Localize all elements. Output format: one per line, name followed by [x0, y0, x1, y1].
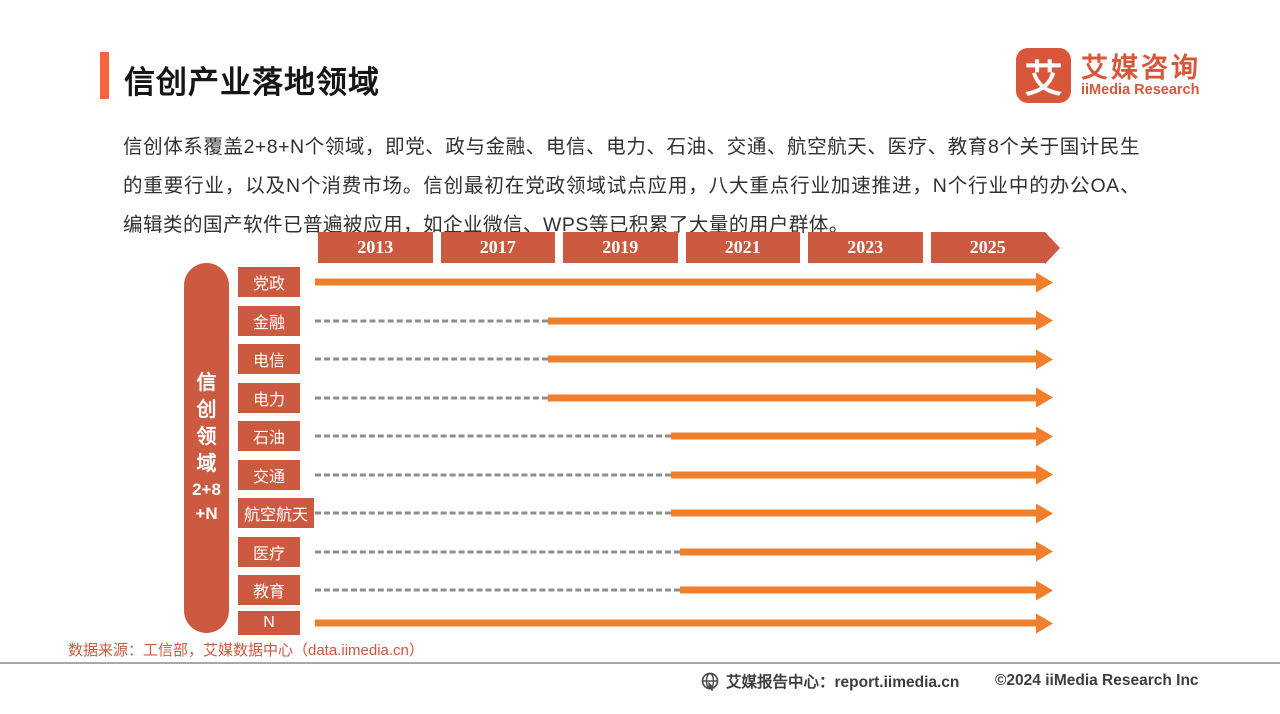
industry-label: 金融 — [238, 305, 300, 336]
y-axis-label-line: 域 — [196, 453, 217, 475]
y-axis-label-line: 领 — [196, 426, 217, 448]
footer-report-center: 艾媒报告中心：report.iimedia.cn — [700, 670, 1220, 692]
footer-copyright: ©2024 iiMedia Research Inc — [995, 672, 1199, 689]
page-title: 信创产业落地领域 — [124, 65, 380, 100]
year-marker: 2019 — [563, 232, 678, 263]
timeline-track — [315, 383, 1053, 413]
year-marker: 2023 — [808, 232, 923, 263]
globe-icon — [701, 672, 719, 691]
timeline-dashed-segment — [315, 434, 671, 438]
y-axis-label-line: +N — [195, 504, 218, 523]
timeline-arrow — [548, 355, 1036, 363]
y-axis-label-capsule: 信创领域 2+8 +N — [184, 263, 229, 633]
timeline-arrow — [315, 619, 1036, 627]
industry-label: 电信 — [238, 344, 300, 374]
footer-divider — [0, 662, 1280, 664]
timeline-arrow — [670, 509, 1036, 517]
year-marker: 2021 — [685, 232, 800, 263]
y-axis-label-line: 创 — [196, 399, 217, 421]
timeline-dashed-segment — [315, 319, 549, 322]
industry-label: 交通 — [238, 459, 300, 490]
y-axis-label-line: 2+8 — [192, 480, 221, 499]
y-axis-label-line: 信 — [196, 372, 217, 394]
timeline-arrow — [670, 432, 1036, 440]
industry-label: 教育 — [238, 575, 300, 605]
timeline-arrow — [315, 278, 1036, 286]
timeline-dashed-segment — [315, 511, 671, 515]
timeline-track — [315, 575, 1053, 605]
footer-report-text: 艾媒报告中心：report.iimedia.cn — [726, 674, 960, 691]
year-axis: 2013 2017 2019 2021 2023 2025 — [318, 232, 1045, 263]
timeline-dashed-segment — [315, 396, 549, 399]
title-accent-bar — [100, 52, 109, 99]
timeline-track — [315, 498, 1053, 528]
logo-name-en: iiMedia Research — [1081, 82, 1200, 98]
timeline-arrow — [548, 394, 1036, 401]
timeline-dashed-segment — [315, 473, 671, 476]
industry-label: 航空航天 — [238, 498, 315, 528]
timeline-track — [315, 306, 1053, 336]
timeline-arrow — [679, 548, 1036, 555]
timeline-track — [315, 537, 1053, 567]
iimedia-logo-icon: 艾 — [1016, 48, 1071, 103]
logo-name-cn: 艾媒咨询 — [1081, 53, 1201, 83]
iimedia-logo: 艾 艾媒咨询 iiMedia Research — [1016, 48, 1201, 103]
timeline-dashed-segment — [315, 550, 680, 553]
industry-label: 医疗 — [238, 536, 300, 567]
timeline-dashed-segment — [315, 357, 549, 361]
intro-paragraph: 信创体系覆盖2+8+N个领域，即党、政与金融、电信、电力、石油、交通、航空航天、… — [123, 136, 1140, 236]
timeline-arrow — [548, 317, 1036, 324]
timeline-arrow — [670, 471, 1036, 478]
industry-label: 党政 — [238, 267, 300, 297]
logo-text: 艾媒咨询 iiMedia Research — [1081, 53, 1201, 98]
timeline-track — [315, 267, 1053, 297]
timeline-track — [315, 460, 1053, 490]
timeline-dashed-segment — [315, 588, 680, 592]
timeline-arrow — [679, 586, 1036, 594]
timeline-track — [315, 611, 1053, 635]
data-source-note: 数据来源：工信部，艾媒数据中心（data.iimedia.cn） — [68, 642, 424, 659]
year-marker: 2017 — [440, 232, 555, 263]
industry-label: N — [238, 611, 300, 635]
year-marker: 2025 — [930, 232, 1045, 263]
industry-label: 石油 — [238, 421, 300, 451]
industry-label: 电力 — [238, 382, 300, 413]
year-marker: 2013 — [318, 232, 433, 263]
timeline-track — [315, 421, 1053, 451]
timeline-track — [315, 344, 1053, 374]
